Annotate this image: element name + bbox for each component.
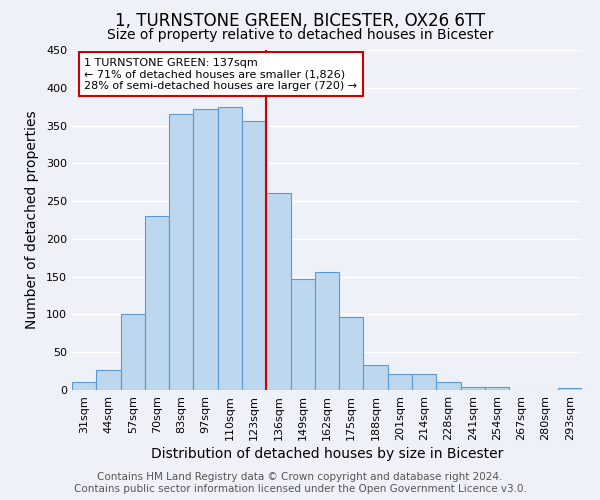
Bar — [96, 370, 121, 390]
Bar — [339, 318, 364, 390]
Bar — [193, 109, 218, 390]
Text: 1 TURNSTONE GREEN: 137sqm
← 71% of detached houses are smaller (1,826)
28% of se: 1 TURNSTONE GREEN: 137sqm ← 71% of detac… — [84, 58, 357, 91]
Bar — [558, 388, 582, 390]
Bar — [218, 108, 242, 390]
Text: Contains HM Land Registry data © Crown copyright and database right 2024.
Contai: Contains HM Land Registry data © Crown c… — [74, 472, 526, 494]
Bar — [364, 365, 388, 390]
Bar — [388, 374, 412, 390]
Bar — [315, 272, 339, 390]
Bar — [485, 387, 509, 390]
Text: Size of property relative to detached houses in Bicester: Size of property relative to detached ho… — [107, 28, 493, 42]
Bar — [436, 382, 461, 390]
X-axis label: Distribution of detached houses by size in Bicester: Distribution of detached houses by size … — [151, 447, 503, 461]
Bar — [121, 314, 145, 390]
Text: 1, TURNSTONE GREEN, BICESTER, OX26 6TT: 1, TURNSTONE GREEN, BICESTER, OX26 6TT — [115, 12, 485, 30]
Bar — [169, 114, 193, 390]
Bar — [145, 216, 169, 390]
Bar — [266, 193, 290, 390]
Bar — [412, 374, 436, 390]
Bar — [72, 382, 96, 390]
Bar — [290, 279, 315, 390]
Bar — [461, 387, 485, 390]
Y-axis label: Number of detached properties: Number of detached properties — [25, 110, 39, 330]
Bar — [242, 121, 266, 390]
